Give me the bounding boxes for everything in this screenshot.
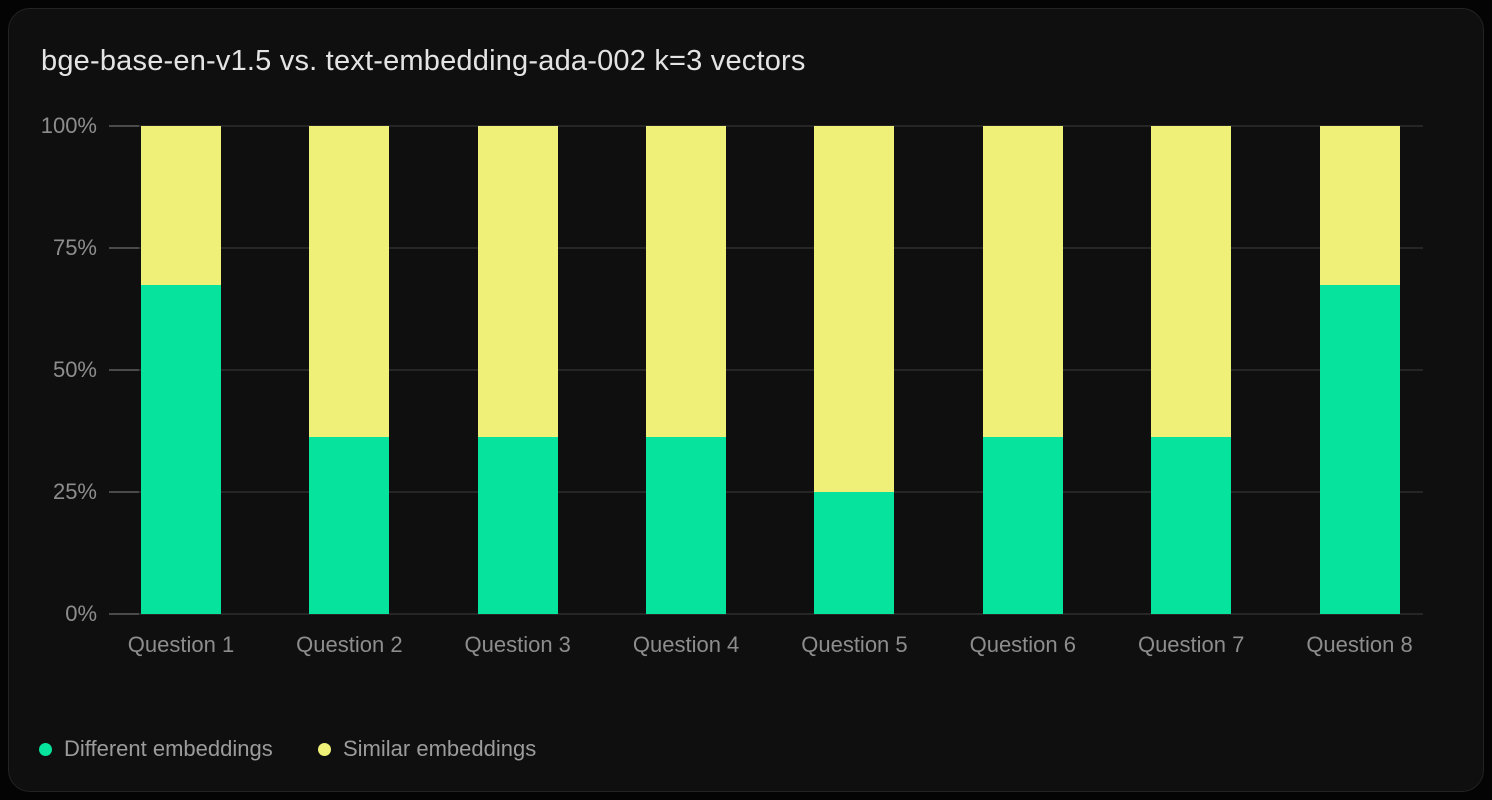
y-axis-tick-label: 50% — [52, 357, 97, 382]
gridline — [111, 369, 1423, 371]
bar-segment-different-embeddings[interactable] — [309, 437, 390, 614]
bar-segment-different-embeddings[interactable] — [646, 437, 727, 614]
stacked-bar[interactable] — [646, 126, 727, 614]
x-axis-label: Question 3 — [464, 632, 571, 657]
x-axis-label: Question 2 — [296, 632, 403, 657]
legend-item[interactable]: Similar embeddings — [318, 735, 536, 763]
legend-color-dot-icon — [39, 742, 52, 756]
x-axis-label: Question 5 — [801, 632, 908, 657]
stacked-bar[interactable] — [982, 126, 1063, 614]
bar-segment-similar-embeddings[interactable] — [814, 126, 895, 492]
chart-card: bge-base-en-v1.5 vs. text-embedding-ada-… — [8, 8, 1484, 792]
x-axis-label: Question 4 — [632, 632, 740, 657]
y-axis-tick-label: 75% — [52, 235, 97, 260]
legend-item[interactable]: Different embeddings — [39, 735, 273, 763]
bar-segment-similar-embeddings[interactable] — [477, 126, 558, 437]
legend: Different embeddings Similar embeddings — [9, 735, 1483, 763]
y-axis-tick — [109, 369, 139, 371]
bar-segment-similar-embeddings[interactable] — [1319, 126, 1400, 285]
bar-segment-different-embeddings[interactable] — [141, 285, 221, 614]
gridline — [111, 247, 1423, 249]
stacked-bar[interactable] — [1151, 126, 1232, 614]
stacked-bar[interactable] — [141, 126, 221, 614]
gridline — [111, 613, 1423, 615]
chart-title: bge-base-en-v1.5 vs. text-embedding-ada-… — [41, 45, 806, 77]
bar-segment-different-embeddings[interactable] — [982, 437, 1063, 614]
y-axis-tick-label: 25% — [52, 479, 97, 504]
plot-area: 0% 25% 50% 75% 100% Question 1 Question 2 Quest… — [9, 9, 1483, 791]
x-axis-label: Question 8 — [1306, 632, 1413, 657]
y-axis-tick — [109, 247, 139, 249]
bar-segment-different-embeddings[interactable] — [814, 492, 895, 614]
bar-segment-different-embeddings[interactable] — [477, 437, 558, 614]
y-axis-tick-label: 100% — [40, 113, 97, 138]
legend-label: Different embeddings — [64, 736, 273, 761]
bar-segment-different-embeddings[interactable] — [1151, 437, 1232, 614]
legend-label: Similar embeddings — [343, 736, 537, 761]
bar-segment-similar-embeddings[interactable] — [141, 126, 221, 285]
x-axis-label: Question 6 — [969, 632, 1076, 657]
stacked-bar[interactable] — [1319, 126, 1400, 614]
stacked-bar[interactable] — [477, 126, 558, 614]
bar-segment-similar-embeddings[interactable] — [982, 126, 1063, 437]
x-axis-label: Question 7 — [1137, 632, 1245, 657]
gridline — [111, 125, 1423, 127]
legend-color-dot-icon — [318, 742, 331, 756]
stacked-bar[interactable] — [309, 126, 390, 614]
stacked-bar[interactable] — [814, 126, 895, 614]
bar-segment-similar-embeddings[interactable] — [309, 126, 390, 437]
y-axis-tick — [109, 125, 139, 127]
gridline — [111, 491, 1423, 493]
y-axis-tick — [109, 491, 139, 493]
y-axis-tick-label: 0% — [65, 601, 97, 626]
bar-segment-similar-embeddings[interactable] — [646, 126, 727, 437]
bar-segment-similar-embeddings[interactable] — [1151, 126, 1232, 437]
bar-segment-different-embeddings[interactable] — [1319, 285, 1400, 614]
y-axis-tick — [109, 613, 139, 615]
x-axis-label: Question 1 — [127, 632, 235, 657]
